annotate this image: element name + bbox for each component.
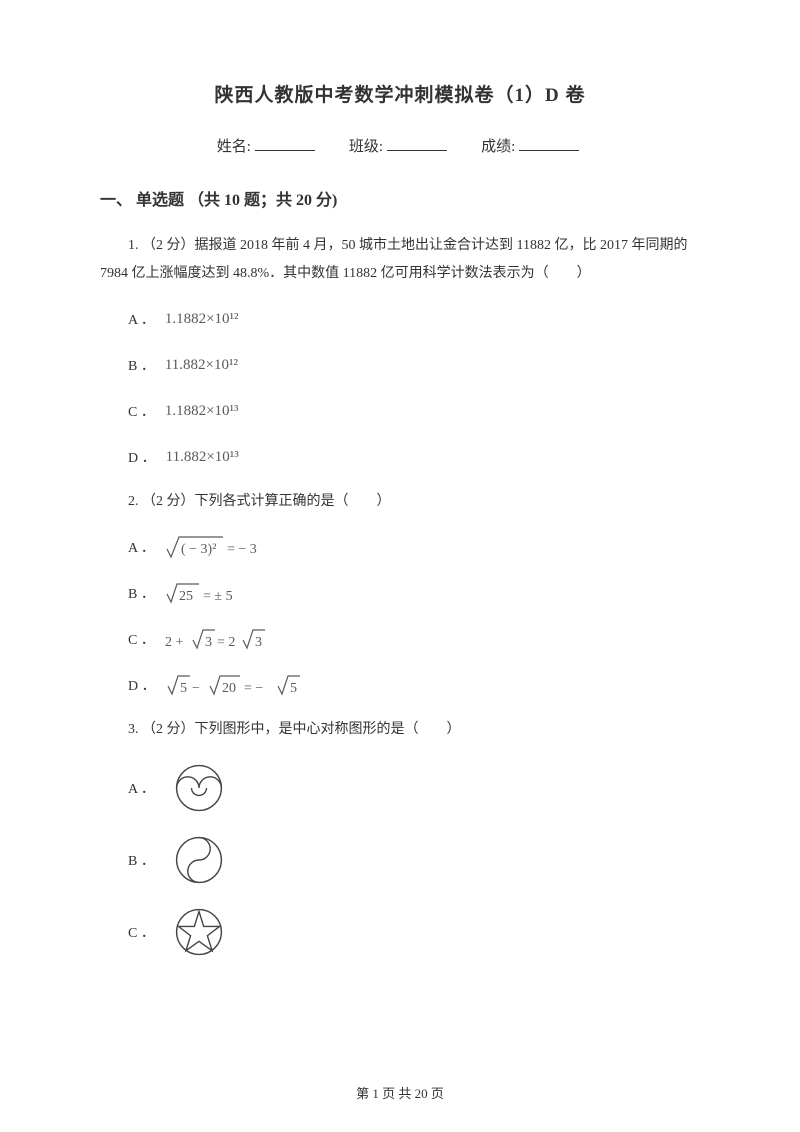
option-label: C ．: [128, 629, 155, 649]
svg-text:= − 3: = − 3: [227, 542, 257, 557]
q2-option-b: B ． 25 = ± 5: [128, 578, 700, 608]
section-title: 一、 单选题 （共 10 题；共 20 分): [100, 186, 700, 210]
sqrt-expr-icon: 25 = ± 5: [165, 580, 265, 606]
option-label: B ．: [128, 583, 155, 603]
option-label: D ．: [128, 447, 156, 467]
score-blank[interactable]: [519, 150, 579, 151]
sqrt-expr-icon: 2 + 3 = 2 3: [165, 626, 275, 652]
q2-option-c: C ． 2 + 3 = 2 3: [128, 624, 700, 654]
math-expr: 1.1882×10¹²: [165, 311, 239, 328]
svg-text:25: 25: [179, 589, 193, 604]
math-expr: ( − 3)² = − 3: [165, 533, 275, 561]
q1-option-b: B ． 11.882×10¹²: [128, 350, 700, 380]
option-label: A ．: [128, 537, 155, 557]
q1-option-c: C ． 1.1882×10¹³: [128, 396, 700, 426]
student-info-row: 姓名: 班级: 成绩:: [100, 135, 700, 156]
svg-text:( − 3)²: ( − 3)²: [181, 542, 216, 557]
q1-option-a: A ． 1.1882×10¹²: [128, 304, 700, 334]
math-expr: 1.1882×10¹³: [165, 403, 239, 420]
option-label: B ．: [128, 355, 155, 375]
svg-text:5: 5: [180, 681, 187, 696]
math-expr: 25 = ± 5: [165, 580, 265, 606]
svg-text:= 2: = 2: [217, 635, 235, 650]
name-blank[interactable]: [255, 150, 315, 151]
option-label: C ．: [128, 401, 155, 421]
sqrt-expr-icon: ( − 3)² = − 3: [165, 533, 275, 561]
q3-option-a: A ．: [128, 760, 700, 816]
q3-option-b: B ．: [128, 832, 700, 888]
circle-star-icon: [171, 904, 227, 960]
q1-option-d: D ． 11.882×10¹³: [128, 442, 700, 472]
math-expr: 5 − 20 = − 5: [166, 672, 316, 698]
svg-text:= ± 5: = ± 5: [203, 589, 233, 604]
page-footer: 第 1 页 共 20 页: [0, 1083, 800, 1102]
option-label: C ．: [128, 922, 155, 942]
math-expr: 2 + 3 = 2 3: [165, 626, 275, 652]
score-label: 成绩:: [481, 139, 515, 155]
svg-text:= −: = −: [244, 681, 263, 696]
q3-option-c: C ．: [128, 904, 700, 960]
yin-yang-icon: [171, 832, 227, 888]
math-expr: 11.882×10¹²: [165, 357, 238, 374]
q2-option-a: A ． ( − 3)² = − 3: [128, 532, 700, 562]
sqrt-expr-icon: 5 − 20 = − 5: [166, 672, 316, 698]
q1-stem: 1. （2 分）据报道 2018 年前 4 月，50 城市土地出让金合计达到 1…: [100, 232, 700, 288]
option-label: B ．: [128, 850, 155, 870]
svg-text:3: 3: [255, 635, 262, 650]
math-expr: 11.882×10¹³: [166, 449, 239, 466]
q2-option-d: D ． 5 − 20 = − 5: [128, 670, 700, 700]
circle-arcs-icon: [171, 760, 227, 816]
class-blank[interactable]: [387, 150, 447, 151]
option-label: D ．: [128, 675, 156, 695]
option-label: A ．: [128, 309, 155, 329]
q2-stem: 2. （2 分）下列各式计算正确的是（ ）: [100, 488, 700, 516]
exam-title: 陕西人教版中考数学冲刺模拟卷（1）D 卷: [100, 80, 700, 107]
svg-text:3: 3: [205, 635, 212, 650]
svg-text:20: 20: [222, 681, 236, 696]
option-label: A ．: [128, 778, 155, 798]
svg-text:2 +: 2 +: [165, 635, 184, 650]
name-label: 姓名:: [217, 139, 251, 155]
svg-text:−: −: [192, 681, 200, 696]
class-label: 班级:: [349, 139, 383, 155]
q3-stem: 3. （2 分）下列图形中，是中心对称图形的是（ ）: [100, 716, 700, 744]
svg-text:5: 5: [290, 681, 297, 696]
